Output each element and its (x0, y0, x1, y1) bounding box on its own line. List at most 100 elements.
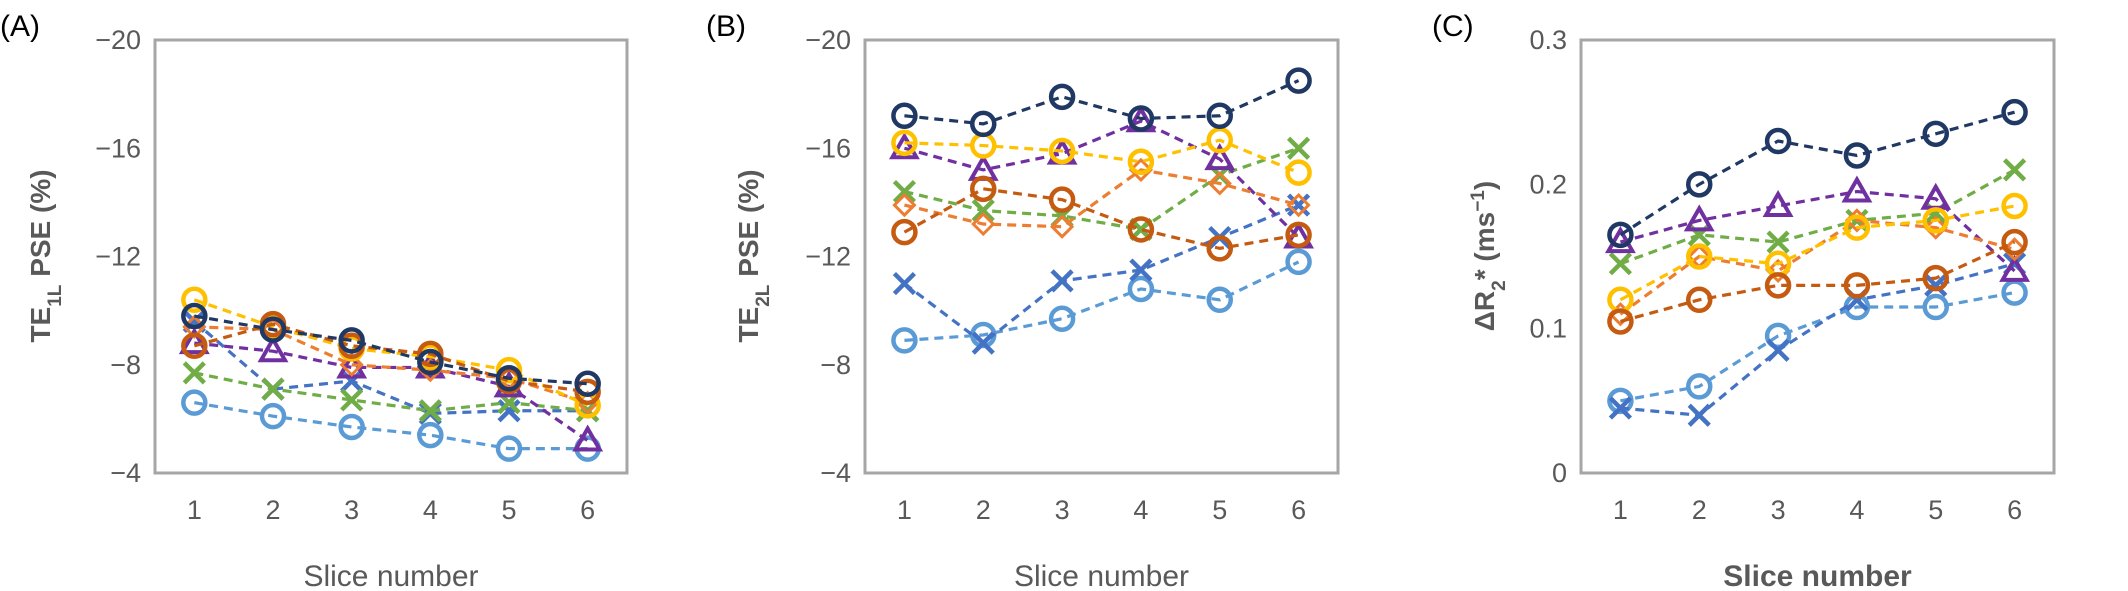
data-point-circle (495, 356, 523, 384)
data-point-circle (891, 129, 918, 157)
series-line (1619, 110, 2016, 237)
data-point-circle (1686, 243, 1713, 270)
data-point-circle (181, 302, 208, 330)
data-point-x (1924, 273, 1948, 297)
data-point-x (261, 377, 285, 401)
x-tick-label: 2 (265, 495, 280, 525)
data-point-circle (338, 327, 365, 354)
series-line (1619, 218, 2016, 316)
y-tick-label: −12 (95, 242, 141, 272)
y-axis-label-part: ΔR (1469, 291, 1500, 331)
data-point-diamond (1765, 258, 1791, 284)
series-4 (1604, 175, 2031, 282)
data-point-x (182, 361, 206, 385)
y-axis-label: ΔR2* (ms−1) (1468, 181, 1510, 331)
data-point-x (1687, 403, 1711, 427)
series-1 (181, 389, 601, 462)
data-point-triangle (1683, 204, 1715, 232)
data-point-triangle (257, 335, 289, 363)
y-tick-label: −8 (110, 350, 141, 380)
data-point-circle (495, 435, 523, 462)
x-tick-label: 6 (2007, 495, 2022, 525)
series-1 (1607, 279, 2028, 415)
data-point-circle (1048, 305, 1076, 332)
y-axis-label-part: 2 (1489, 280, 1510, 291)
series-3 (892, 136, 1311, 242)
series-line (903, 187, 1299, 251)
x-tick-label: 3 (1771, 495, 1786, 525)
data-point-circle (1206, 126, 1233, 154)
data-point-x (971, 198, 995, 223)
data-point-triangle (1204, 143, 1236, 171)
data-point-x (892, 179, 917, 204)
series-1 (891, 248, 1312, 354)
data-point-circle (1285, 159, 1312, 186)
series-line (1619, 240, 2016, 323)
y-axis-label-part: PSE (%) (25, 169, 56, 284)
x-tick-label: 4 (423, 495, 438, 525)
data-point-circle (1127, 216, 1155, 243)
data-point-circle (1922, 120, 1949, 148)
data-point-circle (259, 316, 287, 343)
data-point-circle (1607, 221, 1634, 249)
x-tick-label: 6 (580, 495, 595, 525)
series-line (194, 371, 588, 413)
y-axis-label-part: 2L (753, 284, 774, 307)
data-point-circle (1285, 67, 1312, 94)
series-line (904, 260, 1300, 342)
x-tick-label: 4 (1133, 495, 1148, 525)
data-point-circle (1764, 322, 1792, 350)
y-axis-label: TE2L PSE (%) (733, 169, 774, 342)
data-point-circle (495, 365, 523, 392)
data-point-triangle (1604, 226, 1636, 254)
data-point-triangle (572, 424, 604, 452)
data-point-circle (1206, 286, 1233, 314)
data-point-x (892, 271, 917, 296)
series-line (194, 325, 589, 405)
data-point-circle (970, 110, 997, 138)
data-point-circle (1922, 264, 1949, 292)
data-point-circle (1922, 207, 1949, 234)
data-point-circle (1686, 286, 1713, 314)
series-line (193, 320, 588, 416)
series-line (1619, 168, 2016, 266)
x-tick-label: 5 (1928, 495, 1943, 525)
data-point-circle (1285, 221, 1312, 249)
series-line (904, 146, 1300, 232)
x-axis-label: Slice number (303, 560, 478, 591)
data-point-circle (1285, 248, 1312, 276)
data-point-diamond (971, 211, 996, 237)
data-point-diamond (1286, 192, 1311, 218)
plot-area-frame (153, 38, 629, 475)
data-point-triangle (1841, 175, 1873, 203)
data-point-x (2002, 158, 2027, 182)
y-axis-label-part: TE (25, 307, 56, 343)
series-line (1619, 204, 2015, 302)
data-point-circle (574, 370, 601, 397)
series-7 (1607, 228, 2028, 335)
data-point-circle (1764, 127, 1792, 155)
y-tick-label: 0.1 (1529, 314, 1567, 344)
data-point-circle (2001, 192, 2028, 220)
x-tick-label: 5 (501, 495, 516, 525)
data-point-x (1608, 396, 1633, 420)
data-point-circle (970, 175, 997, 203)
series-8 (181, 302, 601, 397)
y-tick-label: 0.3 (1529, 25, 1567, 55)
y-axis-label-part: TE (733, 307, 764, 343)
data-point-circle (1843, 142, 1871, 169)
x-tick-label: 1 (897, 495, 912, 525)
data-point-x (1766, 230, 1790, 254)
data-point-x (418, 399, 442, 423)
y-axis-label-part: 1L (45, 284, 66, 307)
y-tick-label: −20 (95, 25, 141, 55)
data-point-circle (338, 413, 365, 441)
series-line (903, 203, 1300, 346)
series-7 (891, 175, 1312, 262)
y-axis-label-part: ) (1469, 181, 1500, 190)
data-point-diamond (1128, 157, 1154, 183)
x-tick-label: 1 (1613, 495, 1628, 525)
data-point-circle (1607, 308, 1634, 335)
